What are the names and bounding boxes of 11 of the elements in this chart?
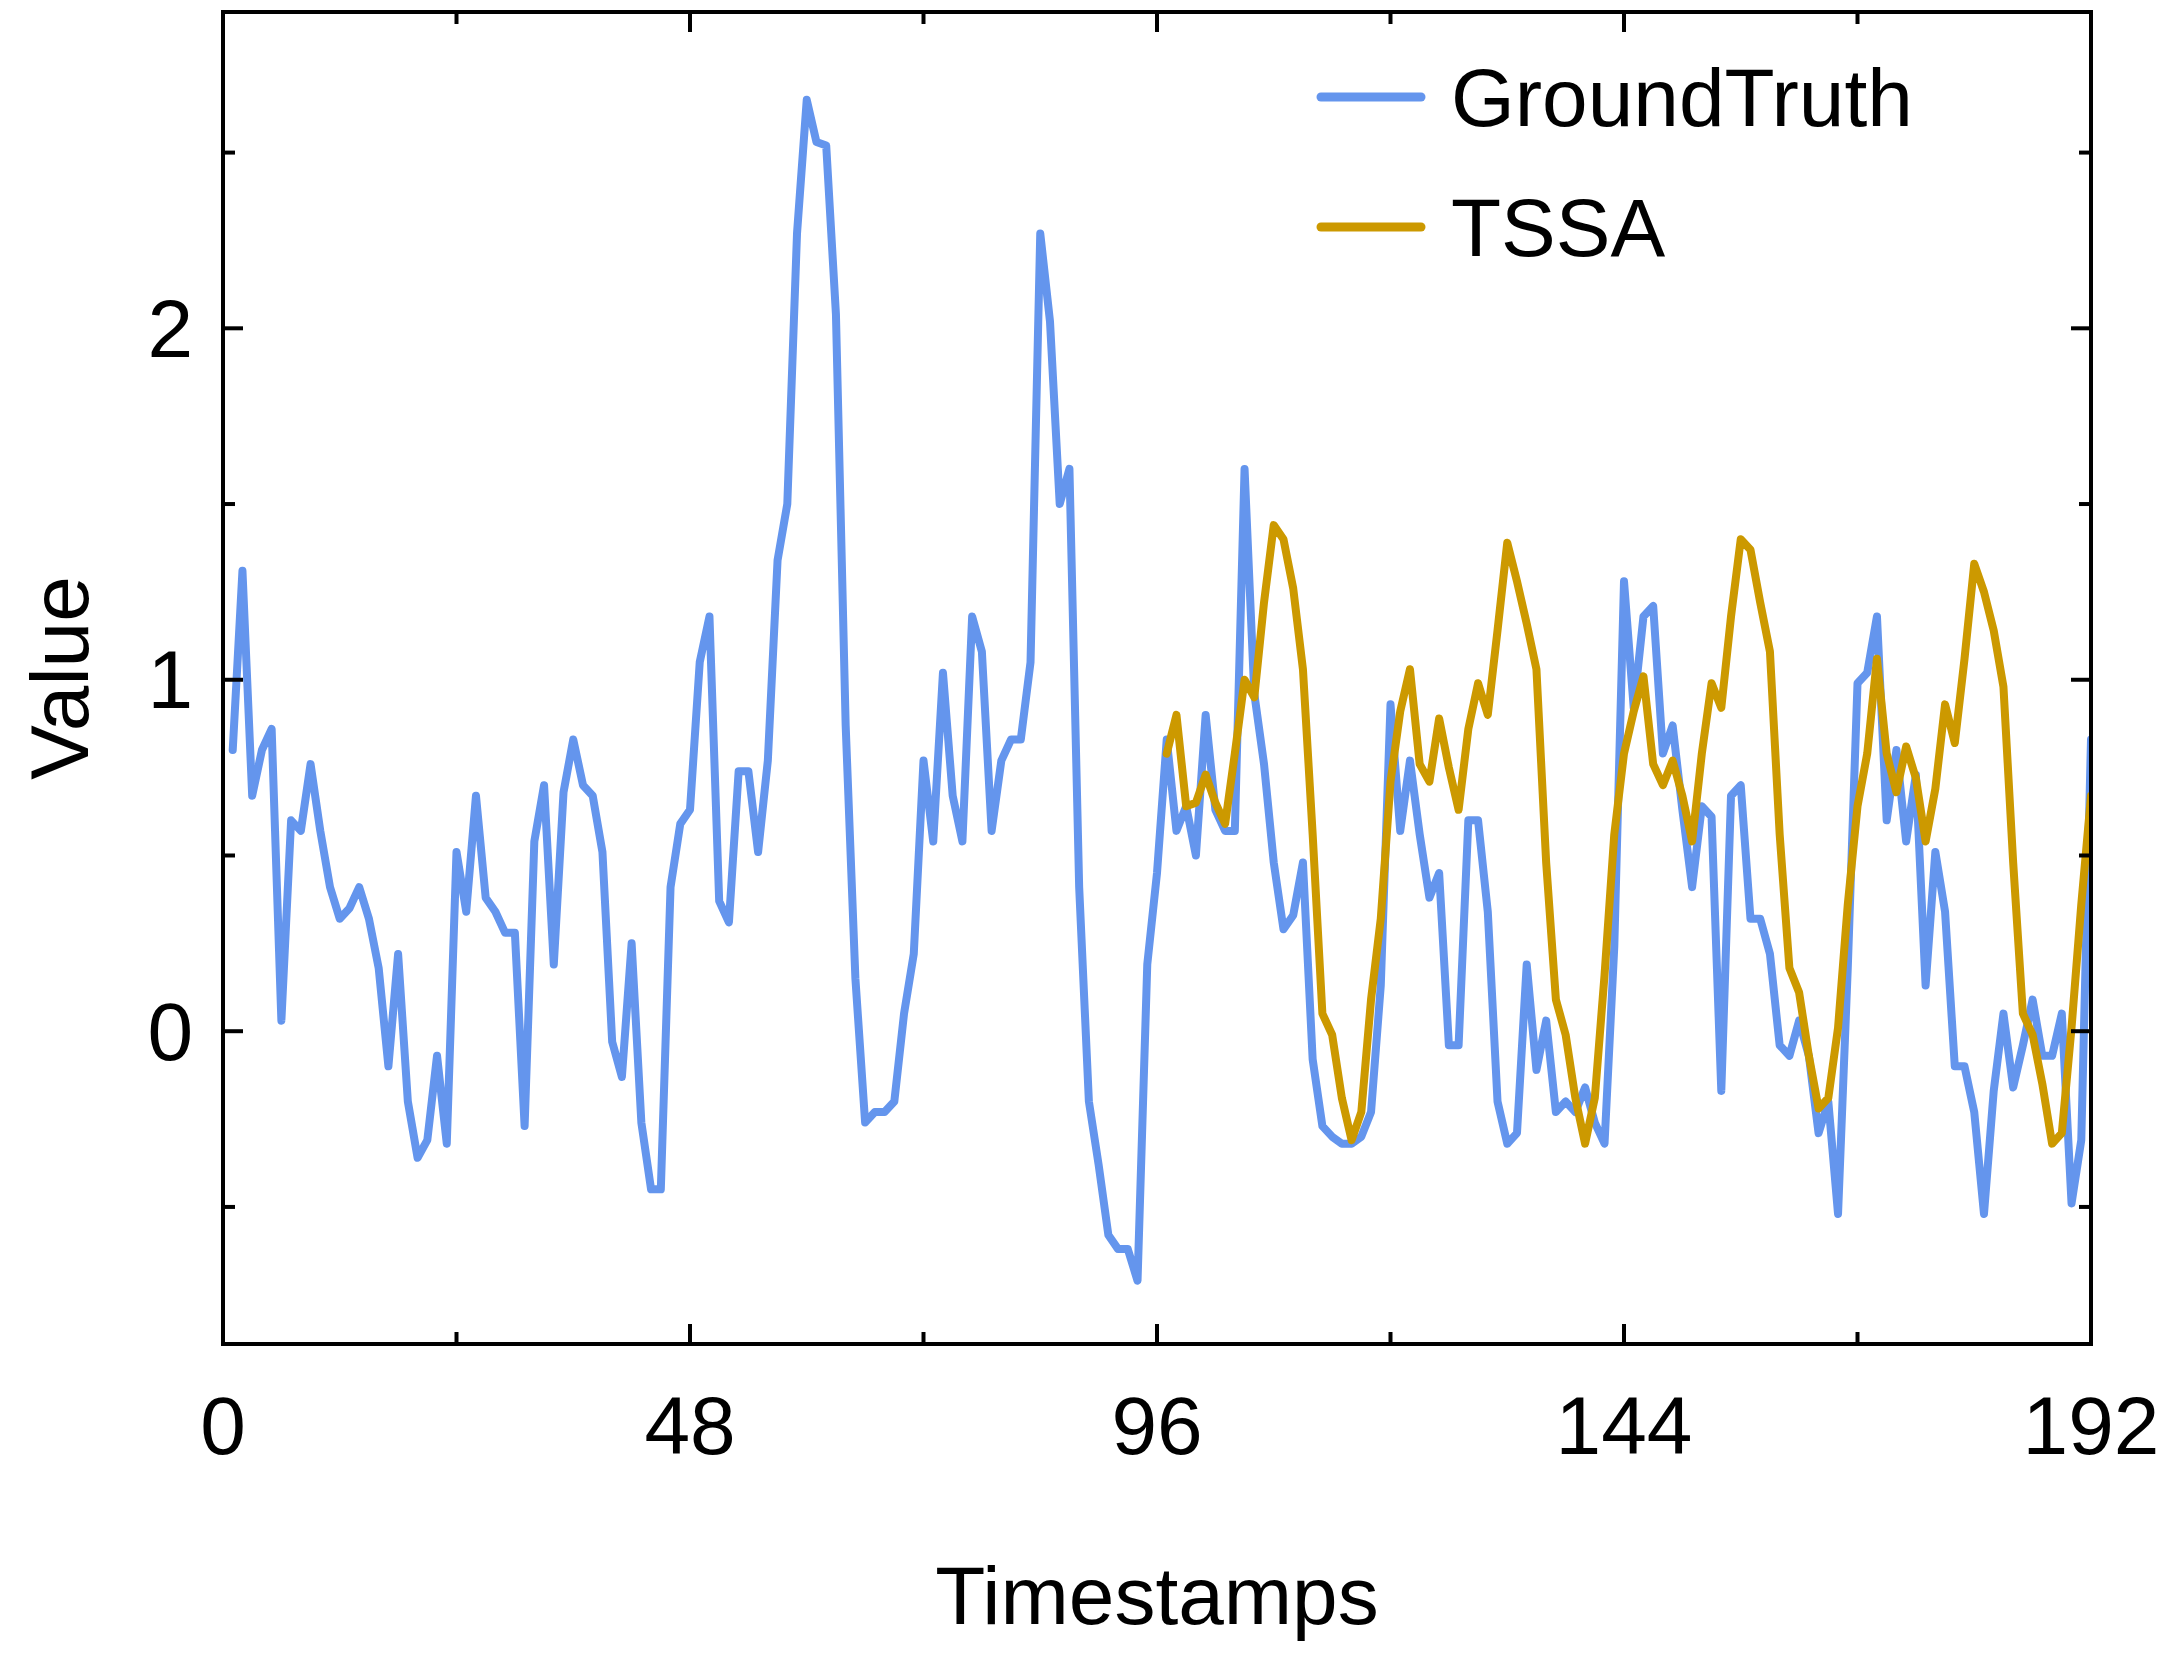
y-tick-label: 2 bbox=[147, 283, 193, 375]
y-axis-title: Value bbox=[14, 576, 105, 780]
x-tick-label: 96 bbox=[1111, 1380, 1203, 1471]
x-tick-label: 144 bbox=[1555, 1380, 1693, 1471]
x-tick-label: 48 bbox=[644, 1380, 736, 1471]
legend-label: TSSA bbox=[1451, 181, 1666, 273]
y-tick-label: 0 bbox=[147, 985, 193, 1077]
legend-label: GroundTruth bbox=[1451, 51, 1913, 143]
y-tick-label: 1 bbox=[147, 634, 193, 726]
x-tick-label: 192 bbox=[2022, 1380, 2160, 1471]
x-axis-title: Timestamps bbox=[935, 1550, 1379, 1641]
